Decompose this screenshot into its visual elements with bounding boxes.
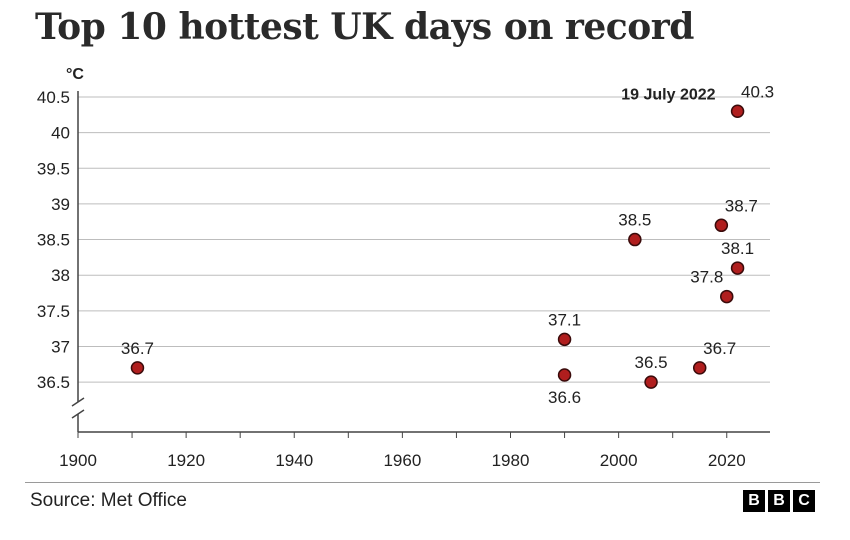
data-point [730,104,745,119]
data-point [628,232,642,247]
data-point [692,361,707,375]
data-label: 36.7 [703,339,736,358]
y-tick-label: 37 [51,337,70,356]
data-label: 38.7 [725,196,758,215]
data-point [557,368,572,382]
data-point [730,261,745,275]
data-label: 37.8 [690,268,723,287]
y-axis-unit: °C [66,66,84,83]
data-point [130,361,145,375]
logo-letter: B [768,490,790,512]
axis-break-mark [71,397,85,407]
source-text: Source: Met Office [30,490,187,511]
chart-area: 36.5 37 37.5 38 38.5 39 39.5 40 40.5 °C 1900 1920 19… [37,66,774,470]
bbc-logo: B B C [743,490,815,512]
y-tick-label: 38.5 [37,231,70,250]
x-tick-label: 1960 [383,451,421,470]
data-label: 36.7 [121,339,154,358]
logo-letter: B [743,490,765,512]
x-tick-label: 1900 [59,451,97,470]
x-tick-label: 1980 [492,451,530,470]
y-tick-label: 39.5 [37,159,70,178]
data-point [557,332,572,347]
annotation-label: 19 July 2022 [621,86,715,103]
data-point [720,289,734,304]
data-label: 36.6 [548,388,581,407]
data-label: 36.5 [635,353,668,372]
data-point [644,375,658,389]
y-tick-label: 36.5 [37,373,70,392]
footer-divider [25,482,820,483]
chart-title: Top 10 hottest UK days on record [35,6,694,48]
y-tick-label: 40.5 [37,88,70,107]
y-tick-label: 39 [51,195,70,214]
x-tick-label: 2000 [600,451,638,470]
y-tick-label: 37.5 [37,302,70,321]
data-label: 40.3 [741,82,774,101]
x-tick-label: 1920 [167,451,205,470]
y-tick-label: 40 [51,124,70,143]
axis-break-mark [71,409,85,419]
logo-letter: C [793,490,815,512]
y-tick-label: 38 [51,266,70,285]
data-label: 37.1 [548,310,581,329]
x-tick-label: 2020 [708,451,746,470]
data-label: 38.1 [721,239,754,258]
data-point [714,218,729,233]
data-label: 38.5 [618,211,651,230]
x-tick-label: 1940 [275,451,313,470]
